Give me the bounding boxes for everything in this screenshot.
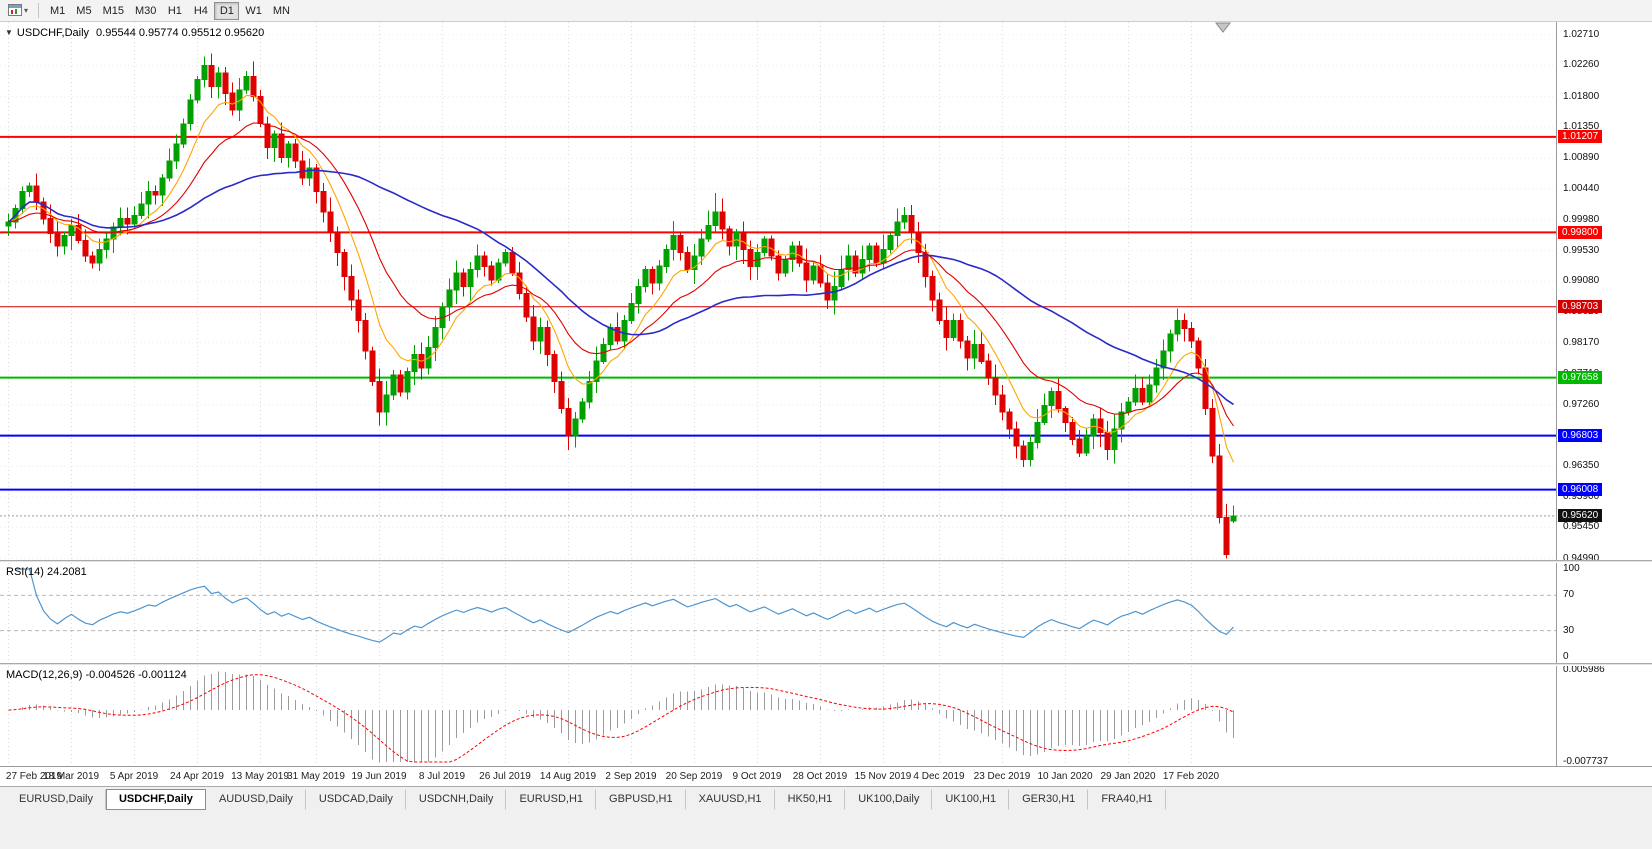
price-tick-label: 1.02260: [1563, 59, 1600, 70]
chart-tab-hk50-h1[interactable]: HK50,H1: [775, 789, 846, 810]
timeframe-group: M1 M5 M15 M30 H1 H4 D1 W1 MN: [45, 1, 295, 20]
rsi-indicator-label: RSI(14) 24.2081: [6, 566, 87, 578]
time-axis-label: 10 Jan 2020: [1037, 771, 1093, 782]
price-tick-label: 0.99980: [1563, 214, 1600, 225]
timeframe-button-mn[interactable]: MN: [268, 2, 295, 20]
level-price-label: 1.01207: [1558, 130, 1603, 143]
price-tick-label: 1.01800: [1563, 91, 1600, 102]
price-tick-label: 1.00440: [1563, 183, 1600, 194]
price-tick-label: 0.98170: [1563, 337, 1600, 348]
chart-tab-usdcad-daily[interactable]: USDCAD,Daily: [306, 789, 406, 810]
chart-tabs-bar: EURUSD,Daily USDCHF,Daily AUDUSD,Daily USDC…: [0, 786, 1652, 849]
timeframe-button-m15[interactable]: M15: [98, 2, 129, 20]
price-tick-label: 0.94990: [1563, 553, 1600, 564]
price-tick-label: 1.02710: [1563, 29, 1600, 40]
level-price-label: 0.97658: [1558, 371, 1603, 384]
timeframe-button-m1[interactable]: M1: [45, 2, 70, 20]
time-axis-label: 15 Nov 2019: [854, 771, 912, 782]
price-tick-label: 0.96350: [1563, 460, 1600, 471]
time-axis-label: 20 Sep 2019: [665, 771, 723, 782]
timeframe-button-m5[interactable]: M5: [71, 2, 96, 20]
price-tick-label: 0.95900: [1563, 491, 1600, 502]
chart-tab-eurusd-daily[interactable]: EURUSD,Daily: [6, 789, 106, 810]
chart-tab-eurusd-h1[interactable]: EURUSD,H1: [506, 789, 597, 810]
rsi-axis-label: 70: [1563, 589, 1575, 600]
chart-tab-gbpusd-h1[interactable]: GBPUSD,H1: [596, 789, 686, 810]
timeframe-button-d1[interactable]: D1: [214, 1, 240, 20]
chart-tab-fra40-h1[interactable]: FRA40,H1: [1088, 789, 1166, 810]
price-tick-label: 0.99530: [1563, 245, 1600, 256]
time-axis-label: 28 Oct 2019: [792, 771, 848, 782]
time-axis-label: 13 May 2019: [231, 771, 289, 782]
macd-indicator-label: MACD(12,26,9) -0.004526 -0.001124: [6, 669, 187, 681]
time-axis-label: 4 Dec 2019: [913, 771, 965, 782]
time-axis-label: 26 Jul 2019: [479, 771, 531, 782]
top-toolbar: ▾ M1 M5 M15 M30 H1 H4 D1 W1 MN: [0, 0, 1652, 22]
macd-axis-min-label: -0.007737: [1563, 756, 1609, 767]
chart-profile-button[interactable]: ▾: [4, 1, 32, 21]
chart-tab-usdchf-daily[interactable]: USDCHF,Daily: [105, 789, 206, 810]
price-tick-label: 0.99080: [1563, 275, 1600, 286]
timeframe-button-h4[interactable]: H4: [188, 2, 213, 20]
macd-axis-max-label: 0.005986: [1563, 664, 1605, 675]
chart-tab-ger30-h1[interactable]: GER30,H1: [1009, 789, 1089, 810]
chart-tab-audusd-daily[interactable]: AUDUSD,Daily: [206, 789, 306, 810]
chart-window-icon: [8, 4, 22, 16]
time-axis[interactable]: 27 Feb 2019 18 Mar 2019 5 Apr 2019 24 Apr 2…: [0, 766, 1652, 786]
level-price-label: 0.99800: [1558, 226, 1603, 239]
price-axis[interactable]: 1.02710 1.02260 1.01800 1.01350 1.00890 1.004…: [1556, 22, 1652, 767]
timeframe-button-w1[interactable]: W1: [240, 2, 267, 20]
timeframe-button-m30[interactable]: M30: [130, 2, 161, 20]
level-price-label: 0.96008: [1558, 483, 1603, 496]
price-tick-label: 1.01350: [1563, 121, 1600, 132]
chart-tab-xauusd-h1[interactable]: XAUUSD,H1: [686, 789, 775, 810]
price-tick-label: 1.00890: [1563, 152, 1600, 163]
rsi-axis-label: 30: [1563, 625, 1575, 636]
current-price-label: 0.95620: [1558, 509, 1603, 522]
pane-divider[interactable]: [0, 560, 1652, 563]
price-chart-pane[interactable]: [0, 22, 1556, 560]
time-axis-label: 29 Jan 2020: [1100, 771, 1156, 782]
chart-tab-uk100-h1[interactable]: UK100,H1: [932, 789, 1010, 810]
time-axis-label: 17 Feb 2020: [1162, 771, 1220, 782]
macd-pane[interactable]: [0, 666, 1556, 766]
toolbar-separator: [38, 3, 40, 18]
chevron-down-icon: ▾: [24, 5, 29, 15]
time-axis-label: 2 Sep 2019: [605, 771, 657, 782]
chart-tab-usdcnh-daily[interactable]: USDCNH,Daily: [406, 789, 507, 810]
level-price-label: 0.96803: [1558, 429, 1603, 442]
time-axis-label: 5 Apr 2019: [109, 771, 159, 782]
time-axis-label: 9 Oct 2019: [732, 771, 782, 782]
dropdown-arrow-icon[interactable]: ▼: [5, 28, 13, 37]
rsi-axis-label: 100: [1563, 563, 1580, 574]
level-price-label: 0.98703: [1558, 300, 1603, 313]
rsi-axis-label: 0: [1563, 651, 1569, 662]
time-axis-label: 14 Aug 2019: [539, 771, 597, 782]
chart-title: ▼ USDCHF,Daily 0.95544 0.95774 0.95512 0.9…: [5, 27, 264, 39]
time-axis-label: 27 Feb 2019: [5, 771, 63, 782]
timeframe-button-h1[interactable]: H1: [162, 2, 187, 20]
chart-symbol-label: USDCHF,Daily: [16, 27, 90, 39]
time-axis-label: 24 Apr 2019: [170, 771, 224, 782]
price-tick-label: 0.95450: [1563, 521, 1600, 532]
time-axis-label: 31 May 2019: [287, 771, 345, 782]
time-axis-label: 18 Mar 2019: [42, 771, 100, 782]
price-tick-label: 0.97260: [1563, 399, 1600, 410]
pane-divider-2[interactable]: [0, 663, 1652, 666]
rsi-pane[interactable]: [0, 563, 1556, 663]
time-axis-label: 8 Jul 2019: [418, 771, 466, 782]
chart-tab-uk100-daily[interactable]: UK100,Daily: [845, 789, 933, 810]
time-axis-label: 19 Jun 2019: [351, 771, 407, 782]
time-axis-label: 23 Dec 2019: [973, 771, 1031, 782]
chart-ohlc-values: 0.95544 0.95774 0.95512 0.95620: [96, 27, 265, 39]
